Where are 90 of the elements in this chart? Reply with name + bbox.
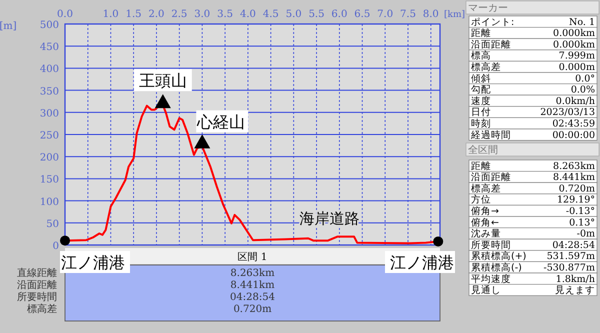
text: 0.720m bbox=[233, 304, 272, 315]
text: 0.720m bbox=[558, 183, 595, 194]
annotation: 江ノ浦港 bbox=[390, 253, 454, 272]
text: 標高差 bbox=[471, 182, 501, 194]
text: No. 1 bbox=[569, 16, 595, 28]
x-tick-label: 8.0 bbox=[422, 9, 439, 20]
text: 8.263km bbox=[553, 160, 595, 172]
x-tick-label: 4.0 bbox=[240, 9, 256, 20]
text: 所要時間 bbox=[471, 238, 511, 251]
y-tick-label: 250 bbox=[40, 130, 59, 142]
text: 沿面距離 bbox=[17, 279, 57, 291]
y-tick-label: 500 bbox=[40, 20, 59, 31]
x-tick-label: 1.5 bbox=[126, 9, 142, 20]
y-tick-label: 150 bbox=[40, 174, 59, 186]
text: 俯角→ bbox=[471, 205, 499, 217]
text: 0.0km/h bbox=[556, 96, 595, 107]
text: 8.441km bbox=[230, 280, 276, 291]
text: 8.263km bbox=[230, 268, 276, 279]
text: 速度 bbox=[471, 94, 491, 107]
y-tick-label: 300 bbox=[40, 108, 59, 120]
text: 8.441km bbox=[553, 172, 595, 184]
text: 区間 1 bbox=[238, 252, 268, 263]
text: 標高 bbox=[471, 50, 491, 62]
text: 7.999m bbox=[558, 50, 595, 62]
text: 00:00:00 bbox=[552, 130, 595, 141]
text: 02:43:59 bbox=[552, 118, 595, 130]
text: 見えます bbox=[555, 285, 595, 296]
text: 距離 bbox=[471, 160, 491, 172]
text: 2023/03/13 bbox=[540, 107, 595, 118]
text: 平均速度 bbox=[471, 272, 511, 285]
text: 累積標高(-) bbox=[471, 262, 522, 274]
x-tick-label: 7.5 bbox=[400, 9, 416, 20]
y-tick-label: 50 bbox=[46, 218, 59, 230]
text: 所要時間 bbox=[17, 291, 57, 303]
annotation: 江ノ浦港 bbox=[61, 253, 125, 272]
text: 0.000km bbox=[553, 39, 595, 50]
x-tick-label: 2.5 bbox=[171, 9, 188, 20]
text: 累積標高(+) bbox=[471, 250, 526, 262]
text: 距離 bbox=[471, 27, 491, 40]
text: 経過時間 bbox=[470, 128, 511, 141]
text: 勾配 bbox=[471, 84, 491, 96]
x-tick-label: 7.0 bbox=[377, 9, 394, 20]
x-tick-label: 1.0 bbox=[102, 9, 119, 20]
text: 時刻 bbox=[471, 118, 491, 130]
x-tick-label: 3.5 bbox=[217, 9, 234, 20]
text: 傾斜 bbox=[471, 72, 491, 84]
text: 全区間 bbox=[468, 144, 498, 156]
x-tick-label: 5.5 bbox=[308, 9, 324, 20]
text: 標高差 bbox=[27, 303, 57, 315]
text: 見通し bbox=[471, 284, 501, 296]
text: 0.000m bbox=[558, 62, 595, 73]
annotation: 王頭山 bbox=[138, 71, 187, 90]
text: 俯角← bbox=[471, 216, 499, 228]
text: 0.0% bbox=[570, 84, 595, 96]
y-tick-label: 400 bbox=[40, 64, 59, 76]
text: 標高差 bbox=[471, 61, 501, 73]
x-axis-title: [km] bbox=[444, 10, 466, 20]
text: 04:28:54 bbox=[230, 292, 275, 303]
text: ポイント: bbox=[471, 16, 514, 28]
x-tick-label: 5.0 bbox=[286, 9, 302, 20]
y-axis-title: [m] bbox=[0, 21, 17, 32]
text: 方位 bbox=[471, 194, 491, 206]
text: 沿面距離 bbox=[471, 38, 511, 50]
y-tick-label: 100 bbox=[40, 196, 59, 208]
text: -530.877m bbox=[543, 262, 595, 274]
x-tick-label: 6.0 bbox=[331, 9, 348, 20]
text: 531.597m bbox=[546, 251, 595, 262]
x-tick-label: 6.5 bbox=[354, 9, 370, 20]
text: 沈み量 bbox=[471, 228, 501, 240]
annotation: 心経山 bbox=[196, 112, 246, 132]
y-tick-label: 350 bbox=[40, 86, 59, 98]
text: 129.19° bbox=[557, 194, 595, 206]
text: 直線距離 bbox=[17, 267, 57, 279]
y-tick-label: 450 bbox=[40, 42, 59, 54]
text: -0m bbox=[576, 228, 595, 240]
text: 日付 bbox=[471, 107, 491, 118]
x-tick-label: 2.0 bbox=[148, 9, 164, 20]
text: -0.13° bbox=[566, 206, 595, 217]
text: 1.8km/h bbox=[556, 274, 595, 285]
text: 0.0° bbox=[575, 73, 595, 84]
x-tick-label: 4.5 bbox=[262, 9, 279, 20]
y-tick-label: 0 bbox=[52, 241, 59, 252]
x-tick-label: 3.0 bbox=[194, 9, 210, 20]
text: 沿面距離 bbox=[471, 171, 511, 184]
y-tick-label: 200 bbox=[40, 152, 59, 164]
text: マーカー bbox=[468, 3, 508, 14]
text: 0.000km bbox=[553, 28, 595, 40]
x-tick-label: 0.0 bbox=[57, 9, 73, 20]
text: 0.13° bbox=[569, 217, 595, 228]
text: 04:28:54 bbox=[552, 240, 595, 251]
